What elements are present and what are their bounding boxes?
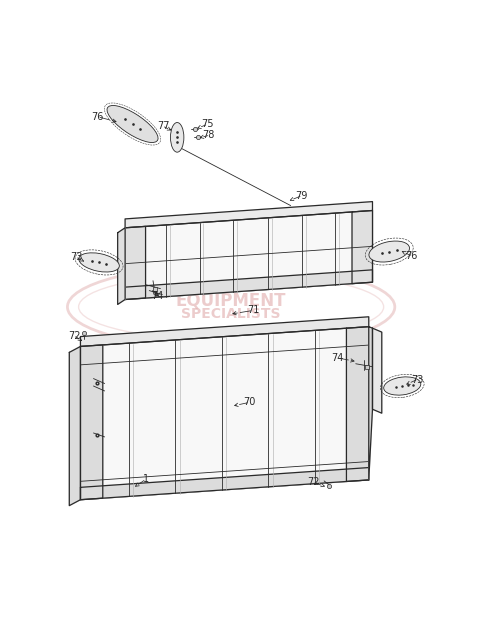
Text: 71: 71 (247, 306, 260, 315)
Polygon shape (125, 202, 372, 228)
Text: 72: 72 (307, 478, 319, 487)
Polygon shape (372, 328, 382, 413)
Text: 73: 73 (71, 252, 83, 263)
Text: 76: 76 (91, 112, 103, 121)
Polygon shape (125, 227, 145, 299)
Polygon shape (69, 347, 81, 506)
Polygon shape (352, 211, 372, 284)
Text: 74: 74 (151, 291, 164, 300)
Text: SPECIALISTS: SPECIALISTS (181, 308, 281, 322)
Polygon shape (81, 467, 369, 499)
Text: 79: 79 (296, 191, 308, 201)
Polygon shape (81, 327, 369, 499)
Polygon shape (81, 345, 103, 499)
Text: 76: 76 (405, 251, 418, 261)
Ellipse shape (369, 241, 409, 262)
Ellipse shape (384, 377, 421, 395)
Text: 1: 1 (143, 474, 149, 485)
Text: 75: 75 (201, 119, 213, 130)
Polygon shape (347, 327, 369, 482)
Polygon shape (369, 327, 372, 480)
Text: 72: 72 (69, 331, 81, 341)
Text: 73: 73 (411, 374, 423, 385)
Text: 74: 74 (331, 353, 343, 363)
Polygon shape (118, 228, 125, 304)
Polygon shape (125, 270, 372, 299)
Polygon shape (81, 317, 369, 347)
Text: EQUIPMENT: EQUIPMENT (176, 291, 287, 309)
Ellipse shape (170, 123, 184, 152)
Ellipse shape (107, 105, 158, 143)
Text: 78: 78 (203, 130, 215, 141)
Text: 77: 77 (157, 121, 169, 132)
Polygon shape (125, 211, 372, 299)
Ellipse shape (79, 253, 120, 272)
Text: 70: 70 (243, 397, 256, 407)
